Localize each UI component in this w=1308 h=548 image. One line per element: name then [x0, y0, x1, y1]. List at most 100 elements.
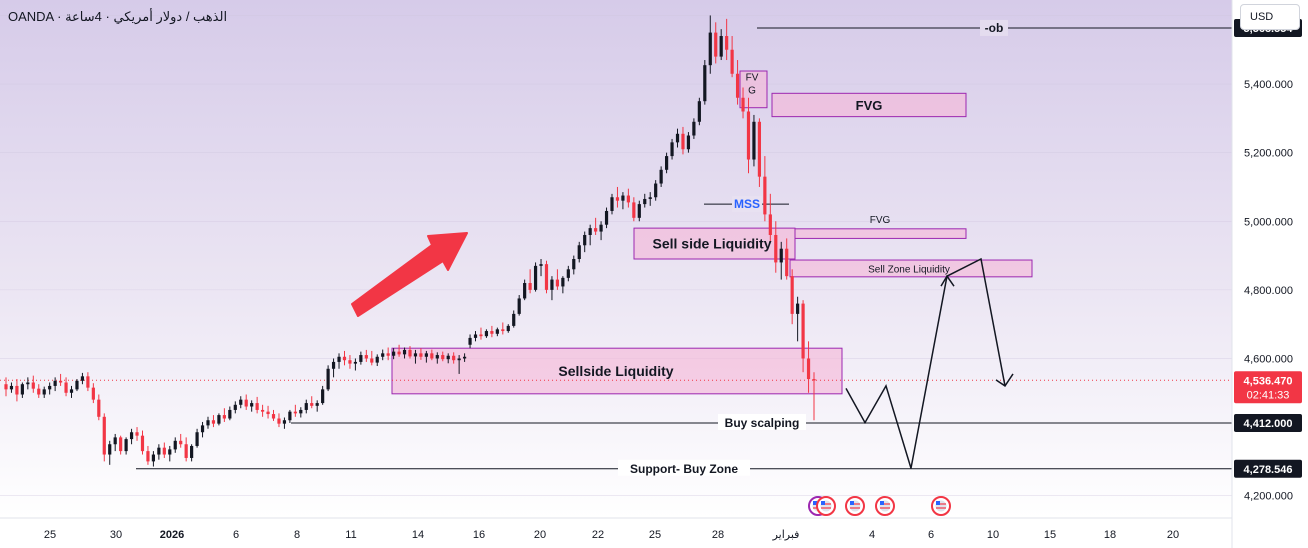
candle[interactable]	[670, 138, 674, 160]
candle[interactable]	[561, 276, 565, 294]
candle[interactable]	[9, 382, 14, 393]
time-axis[interactable]: 25 30 2026 6 8 11 14 16 20 22 25 28 فبراير 4 6 10 15 18 20	[0, 517, 1232, 541]
candle[interactable]	[779, 241, 783, 280]
candle[interactable]	[250, 400, 254, 412]
candle[interactable]	[233, 401, 237, 414]
candle[interactable]	[113, 433, 117, 452]
candle[interactable]	[512, 310, 516, 328]
candle[interactable]	[697, 97, 701, 126]
candle[interactable]	[206, 416, 210, 429]
candle[interactable]	[266, 405, 270, 419]
economic-event-icon[interactable]	[875, 496, 895, 516]
candle[interactable]	[528, 269, 532, 294]
candle[interactable]	[217, 413, 221, 426]
candle[interactable]	[26, 377, 30, 390]
candle[interactable]	[102, 413, 106, 462]
candle[interactable]	[430, 349, 434, 361]
price-label[interactable]: 4,412.000	[1234, 413, 1302, 432]
candle[interactable]	[741, 87, 745, 119]
candle[interactable]	[725, 18, 729, 61]
candle[interactable]	[195, 428, 199, 448]
candle[interactable]	[517, 295, 521, 316]
candle[interactable]	[157, 444, 161, 460]
candle[interactable]	[659, 166, 663, 187]
candle[interactable]	[370, 350, 374, 366]
candle[interactable]	[244, 394, 248, 410]
candle[interactable]	[119, 435, 123, 455]
candle[interactable]	[282, 417, 287, 429]
candle[interactable]	[583, 231, 587, 253]
candle[interactable]	[397, 344, 401, 357]
candle[interactable]	[730, 36, 734, 78]
candle[interactable]	[53, 377, 57, 392]
candle[interactable]	[353, 358, 358, 371]
candle[interactable]	[342, 350, 347, 366]
candle[interactable]	[37, 384, 41, 398]
candle[interactable]	[796, 296, 800, 342]
candle[interactable]	[129, 428, 134, 445]
candle[interactable]	[615, 186, 620, 208]
economic-event-icon[interactable]	[816, 496, 836, 516]
candle[interactable]	[479, 327, 483, 340]
candle[interactable]	[621, 192, 625, 210]
candle[interactable]	[495, 327, 499, 337]
candle[interactable]	[457, 355, 461, 374]
events-layer[interactable]	[808, 496, 951, 516]
candle[interactable]	[337, 353, 341, 369]
candle[interactable]	[555, 269, 560, 290]
candle[interactable]	[708, 15, 712, 74]
candle[interactable]	[801, 300, 805, 373]
candle[interactable]	[424, 350, 428, 363]
candle[interactable]	[359, 351, 363, 365]
candle[interactable]	[637, 200, 641, 222]
candle[interactable]	[140, 430, 145, 455]
candle[interactable]	[42, 386, 46, 398]
candle[interactable]	[190, 444, 194, 462]
candle[interactable]	[768, 193, 772, 242]
price-label[interactable]: 4,278.546	[1234, 459, 1302, 478]
candle[interactable]	[146, 445, 150, 465]
candle[interactable]	[135, 427, 139, 441]
candles-layer[interactable]	[4, 15, 816, 467]
candle[interactable]	[364, 349, 368, 362]
candle[interactable]	[654, 180, 658, 201]
candle[interactable]	[550, 276, 554, 301]
candle[interactable]	[594, 217, 598, 235]
candle[interactable]	[348, 355, 352, 369]
candle[interactable]	[735, 60, 740, 105]
candle[interactable]	[452, 352, 456, 364]
candle[interactable]	[413, 349, 418, 364]
candle[interactable]	[577, 241, 581, 263]
candle[interactable]	[533, 262, 538, 292]
candle[interactable]	[757, 118, 762, 187]
candle[interactable]	[58, 373, 63, 386]
candle[interactable]	[375, 354, 379, 367]
candle[interactable]	[48, 382, 52, 395]
candle[interactable]	[260, 404, 265, 417]
candle[interactable]	[310, 396, 314, 409]
candle[interactable]	[326, 365, 330, 392]
candle[interactable]	[610, 193, 614, 215]
economic-event-icon[interactable]	[845, 496, 865, 516]
candle[interactable]	[746, 97, 751, 174]
candle[interactable]	[408, 346, 412, 359]
candle[interactable]	[402, 347, 407, 359]
candle[interactable]	[200, 421, 205, 438]
candle[interactable]	[462, 353, 467, 362]
candle[interactable]	[75, 379, 79, 392]
candle[interactable]	[632, 197, 636, 222]
candle[interactable]	[648, 192, 652, 206]
candle[interactable]	[162, 442, 166, 458]
candle[interactable]	[97, 394, 101, 421]
candle[interactable]	[108, 440, 112, 465]
candle[interactable]	[255, 396, 259, 414]
candle[interactable]	[435, 352, 439, 364]
candle[interactable]	[790, 269, 794, 325]
candle[interactable]	[321, 385, 325, 405]
candle[interactable]	[806, 341, 811, 393]
candle[interactable]	[544, 260, 549, 294]
candle[interactable]	[588, 224, 592, 246]
currency-button[interactable]: USD	[1240, 4, 1300, 30]
candle[interactable]	[599, 221, 603, 241]
